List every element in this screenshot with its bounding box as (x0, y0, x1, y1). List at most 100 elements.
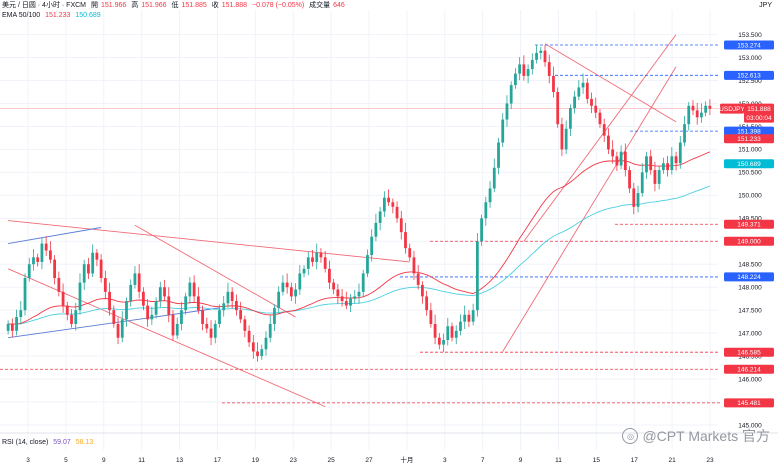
level-tag-label: 146.214 (737, 367, 761, 374)
candle-body (488, 188, 492, 203)
candle-body (256, 351, 259, 357)
candle-body (535, 52, 538, 60)
currency-label[interactable]: JPY (759, 2, 772, 9)
candle-body (125, 300, 128, 320)
candle-body (57, 278, 61, 292)
y-tick-label: 151.000 (738, 147, 762, 154)
volume-label: 成交量 (309, 2, 331, 9)
trend-line (8, 227, 102, 245)
candle-body (222, 303, 226, 311)
candle-body (501, 119, 505, 143)
candle-body (205, 323, 209, 329)
candle-body (171, 314, 175, 336)
candle-body (306, 257, 310, 269)
candle-body (467, 314, 471, 322)
candle-body (497, 142, 500, 168)
candle-body (433, 323, 437, 338)
candle-body (332, 282, 336, 290)
level-tag-label: 148.224 (737, 274, 761, 281)
candle-body (91, 252, 95, 274)
candle-body (10, 323, 14, 331)
candle-body (687, 105, 691, 125)
candle-body (412, 257, 416, 274)
candle-body (82, 264, 86, 283)
ema-tag-label: 151.233 (737, 136, 761, 143)
candle-body (564, 128, 568, 150)
candle-body (568, 108, 572, 129)
x-tick-label: 23 (290, 457, 298, 464)
candle-body (429, 310, 433, 324)
candle-body (670, 156, 674, 171)
trend-line (7, 268, 326, 408)
ema-header[interactable]: EMA 50/100 151.233 150.689 (2, 11, 104, 20)
trend-line (544, 43, 677, 123)
watermark: ◎ @CPT Markets 官方 (622, 426, 770, 446)
candle-body (302, 268, 306, 274)
candle-body (661, 163, 665, 171)
ema50-value: 151.233 (45, 12, 71, 19)
candle-body (577, 87, 581, 97)
volume-value: 646 (333, 2, 345, 9)
candle-body (95, 252, 99, 260)
candle-body (247, 330, 251, 343)
candle-body (408, 248, 412, 258)
symbol-tag-label: USDJPY (719, 106, 745, 113)
candle-body (311, 257, 314, 262)
candle-body (175, 323, 179, 336)
candle-body (636, 193, 640, 207)
y-tick-label: 152.500 (738, 78, 762, 85)
candle-body (180, 310, 183, 324)
candle-body (340, 296, 344, 301)
candle-body (99, 259, 103, 279)
candle-body (484, 202, 488, 219)
level-tag (724, 219, 774, 229)
candle-body (547, 62, 551, 76)
candle-body (167, 296, 171, 315)
candle-body (209, 328, 213, 338)
candle-body (150, 314, 154, 320)
candle-body (505, 103, 509, 120)
candle-body (404, 232, 407, 249)
ema-tag (724, 159, 774, 169)
candle-body (188, 282, 192, 297)
candle-body (492, 167, 496, 189)
rsi-label: RSI (14, close) (2, 439, 49, 446)
open-value: 151.966 (100, 2, 127, 9)
candle-body (251, 342, 255, 352)
candle-body (514, 73, 517, 86)
level-tag (724, 272, 774, 282)
trend-line (8, 220, 410, 263)
candle-body (678, 142, 682, 164)
candle-body (36, 257, 40, 262)
candle-body (691, 105, 695, 111)
candle-body (695, 110, 699, 118)
candle-body (543, 50, 547, 63)
rsi-header[interactable]: RSI (14, close) 59.07 58.13 (2, 438, 96, 447)
candle-body (683, 124, 686, 143)
candle-body (239, 310, 243, 320)
y-tick-label: 146.000 (738, 376, 762, 383)
candle-body (556, 92, 560, 125)
candle-body (522, 64, 526, 76)
candle-body (357, 291, 361, 297)
candle-body (328, 268, 331, 283)
x-tick-label: 17 (631, 457, 639, 464)
candle-body (704, 105, 708, 113)
candle-body (120, 319, 124, 338)
open-label: 開 (90, 2, 98, 9)
candle-body (201, 310, 204, 324)
candle-body (674, 156, 678, 164)
candle-body (65, 305, 69, 315)
candle-body (573, 96, 576, 109)
candle-body (437, 337, 441, 345)
level-tag (724, 236, 774, 246)
trend-lines (7, 34, 677, 408)
symbol-label: 美元 / 日圆 · 4小时 · FXCM (2, 2, 86, 9)
candle-body (315, 252, 319, 262)
level-tag (724, 398, 774, 408)
y-tick-label: 147.500 (738, 307, 762, 314)
candle-body (112, 310, 116, 324)
rsi-value: 59.07 (53, 439, 71, 446)
candle-body (446, 326, 450, 341)
